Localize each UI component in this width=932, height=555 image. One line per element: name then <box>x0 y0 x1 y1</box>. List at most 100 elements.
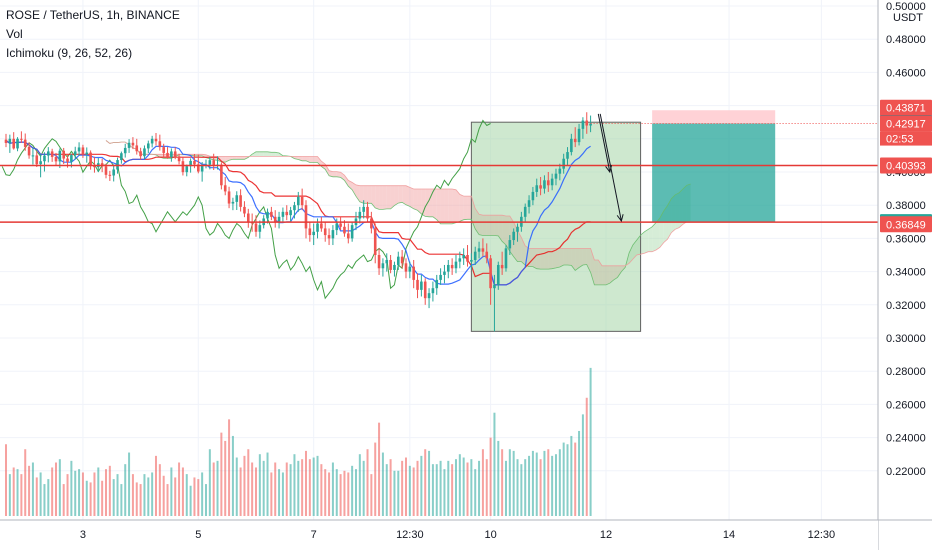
take-profit-zone[interactable] <box>652 124 775 223</box>
candle-body <box>524 207 527 217</box>
candle[interactable] <box>432 282 435 302</box>
candle[interactable] <box>93 157 96 173</box>
candle[interactable] <box>166 147 169 159</box>
candle[interactable] <box>247 209 250 228</box>
candle[interactable] <box>439 268 442 285</box>
candle[interactable] <box>232 198 235 210</box>
candle[interactable] <box>297 192 300 212</box>
candle[interactable] <box>255 215 258 237</box>
candle[interactable] <box>312 223 315 245</box>
candle[interactable] <box>405 258 408 278</box>
candle[interactable] <box>282 208 285 222</box>
candle[interactable] <box>35 151 38 167</box>
candle[interactable] <box>243 201 246 217</box>
candle[interactable] <box>224 177 227 195</box>
candle[interactable] <box>416 273 419 298</box>
price-tag-value: 0.43871 <box>886 103 926 115</box>
candle[interactable] <box>447 260 450 278</box>
stop-loss-zone[interactable] <box>652 110 775 123</box>
candle[interactable] <box>143 145 146 159</box>
analysis-rectangle[interactable] <box>471 122 640 331</box>
price-tag-value: 0.36849 <box>886 219 926 231</box>
candle[interactable] <box>328 228 331 245</box>
candle[interactable] <box>139 148 142 160</box>
candle[interactable] <box>424 278 427 305</box>
candle[interactable] <box>185 165 188 177</box>
candle[interactable] <box>305 200 308 238</box>
candle[interactable] <box>82 145 85 158</box>
candle[interactable] <box>462 248 465 265</box>
candle[interactable] <box>389 255 392 273</box>
candle[interactable] <box>182 158 185 176</box>
candle[interactable] <box>159 135 162 151</box>
price-tick-label: 0.26000 <box>886 399 926 411</box>
candle[interactable] <box>378 248 381 275</box>
candle[interactable] <box>412 260 415 288</box>
candle[interactable] <box>301 189 304 211</box>
candle-body <box>539 185 542 188</box>
candle[interactable] <box>382 258 385 276</box>
volume-bar <box>28 466 30 516</box>
price-tag[interactable]: 0.40393 <box>880 157 932 173</box>
candle[interactable] <box>270 207 273 220</box>
candle[interactable] <box>347 223 350 243</box>
candle[interactable] <box>505 245 508 272</box>
price-tag[interactable]: 0.43871 <box>880 100 932 116</box>
cloud-segment <box>456 190 460 223</box>
time-tick-label: 12:30 <box>808 529 836 541</box>
candle[interactable] <box>124 144 127 158</box>
symbol-title[interactable]: ROSE / TetherUS, 1h, BINANCE <box>6 6 180 25</box>
candle[interactable] <box>455 255 458 273</box>
ichimoku-indicator-label[interactable]: Ichimoku (9, 26, 52, 26) <box>6 44 180 63</box>
volume-indicator-label[interactable]: Vol <box>6 25 180 44</box>
volume-bar <box>301 459 303 516</box>
candle[interactable] <box>24 133 27 150</box>
candle[interactable] <box>16 137 19 151</box>
candle[interactable] <box>466 245 469 267</box>
candle[interactable] <box>151 136 154 148</box>
candle[interactable] <box>32 148 35 165</box>
candle[interactable] <box>220 162 223 189</box>
candle[interactable] <box>155 133 158 145</box>
candle[interactable] <box>47 147 50 162</box>
cloud-segment <box>394 186 398 206</box>
candle[interactable] <box>20 131 23 143</box>
currency-label[interactable]: USDT <box>893 12 923 24</box>
price-tag[interactable]: 0.42917 <box>880 116 932 132</box>
candle[interactable] <box>12 132 15 149</box>
candle[interactable] <box>135 139 138 155</box>
candle[interactable] <box>112 164 115 181</box>
candle[interactable] <box>332 225 335 245</box>
candle[interactable] <box>374 223 377 263</box>
candle[interactable] <box>420 275 423 297</box>
candle[interactable] <box>259 220 262 238</box>
candle-body <box>393 265 396 270</box>
candle[interactable] <box>147 141 150 153</box>
candle[interactable] <box>451 258 454 275</box>
candle[interactable] <box>443 265 446 283</box>
candle[interactable] <box>89 150 92 169</box>
candle[interactable] <box>320 217 323 232</box>
candle[interactable] <box>393 262 396 277</box>
candle[interactable] <box>274 210 277 227</box>
candle[interactable] <box>5 134 8 147</box>
candle[interactable] <box>278 212 281 229</box>
candle[interactable] <box>43 152 46 171</box>
candle[interactable] <box>51 149 54 162</box>
candle[interactable] <box>285 205 288 220</box>
price-tag[interactable]: 0.36849 <box>880 216 932 232</box>
volume-bar <box>390 459 392 516</box>
candle[interactable] <box>359 207 362 224</box>
candle[interactable] <box>239 189 242 211</box>
candle[interactable] <box>170 148 173 161</box>
volume-bar <box>359 454 361 516</box>
candle-body <box>574 139 577 142</box>
price-tick-label: 0.24000 <box>886 433 926 445</box>
candle[interactable] <box>128 139 131 153</box>
candle[interactable] <box>235 191 238 210</box>
candle[interactable] <box>120 152 123 164</box>
candle[interactable] <box>435 275 438 295</box>
